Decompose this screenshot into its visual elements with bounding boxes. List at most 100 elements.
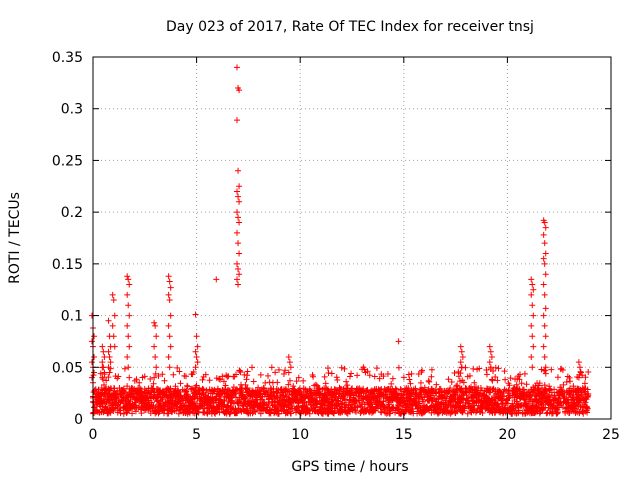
data-point bbox=[550, 401, 557, 408]
data-point bbox=[540, 231, 547, 238]
data-point bbox=[287, 364, 294, 371]
data-point bbox=[488, 353, 495, 360]
data-point bbox=[249, 394, 256, 401]
data-point bbox=[346, 373, 353, 380]
data-point bbox=[540, 281, 547, 288]
data-point bbox=[384, 371, 391, 378]
data-point bbox=[235, 281, 242, 288]
data-point bbox=[249, 364, 256, 371]
data-point bbox=[575, 374, 582, 381]
data-point bbox=[464, 410, 471, 417]
data-point bbox=[342, 397, 349, 404]
data-point bbox=[530, 402, 537, 409]
data-point bbox=[136, 379, 143, 386]
data-point bbox=[99, 359, 106, 366]
data-point bbox=[172, 383, 179, 390]
data-point bbox=[184, 382, 191, 389]
data-point bbox=[147, 375, 154, 382]
data-point bbox=[161, 377, 168, 384]
data-point bbox=[360, 385, 367, 392]
data-point bbox=[328, 370, 335, 377]
data-point bbox=[455, 373, 462, 380]
data-point bbox=[360, 389, 367, 396]
data-point bbox=[280, 370, 287, 377]
data-point bbox=[398, 386, 405, 393]
data-point bbox=[165, 353, 172, 360]
data-point bbox=[314, 399, 321, 406]
data-point bbox=[395, 364, 402, 371]
data-point bbox=[124, 322, 131, 329]
data-point bbox=[297, 388, 304, 395]
data-point bbox=[528, 291, 535, 298]
data-point bbox=[551, 393, 558, 400]
data-point bbox=[344, 382, 351, 389]
data-point bbox=[513, 381, 520, 388]
data-point bbox=[129, 405, 136, 412]
data-point bbox=[451, 370, 458, 377]
data-point bbox=[176, 368, 183, 375]
data-point bbox=[233, 371, 240, 378]
data-point bbox=[200, 391, 207, 398]
x-tick-label: 10 bbox=[291, 427, 309, 443]
data-point bbox=[105, 374, 112, 381]
data-point bbox=[492, 373, 499, 380]
data-point bbox=[237, 407, 244, 414]
data-point bbox=[192, 311, 199, 318]
data-point bbox=[457, 343, 464, 350]
data-point bbox=[577, 369, 584, 376]
data-point bbox=[105, 317, 112, 324]
data-point bbox=[167, 386, 174, 393]
data-point bbox=[222, 386, 229, 393]
data-point bbox=[288, 410, 295, 417]
data-point bbox=[165, 291, 172, 298]
data-point bbox=[234, 188, 241, 195]
data-point bbox=[153, 333, 160, 340]
data-point bbox=[101, 353, 108, 360]
data-point bbox=[92, 386, 99, 393]
data-point bbox=[459, 353, 466, 360]
data-point bbox=[151, 374, 158, 381]
data-point bbox=[322, 380, 329, 387]
data-point bbox=[371, 373, 378, 380]
data-point bbox=[106, 369, 113, 376]
data-point bbox=[324, 365, 331, 372]
data-point bbox=[200, 386, 207, 393]
data-point bbox=[506, 382, 513, 389]
data-point bbox=[421, 384, 428, 391]
data-point bbox=[236, 250, 243, 257]
data-point bbox=[177, 380, 184, 387]
data-point bbox=[290, 383, 297, 390]
data-point bbox=[144, 394, 151, 401]
data-point bbox=[216, 375, 223, 382]
data-point bbox=[312, 381, 319, 388]
data-point bbox=[541, 382, 548, 389]
data-point bbox=[237, 369, 244, 376]
data-point bbox=[190, 368, 197, 375]
data-point bbox=[334, 377, 341, 384]
data-point bbox=[454, 382, 461, 389]
data-point bbox=[457, 359, 464, 366]
data-point bbox=[295, 403, 302, 410]
data-point bbox=[120, 410, 127, 417]
data-point bbox=[417, 379, 424, 386]
data-point bbox=[546, 397, 553, 404]
data-point bbox=[216, 409, 223, 416]
data-point bbox=[152, 353, 159, 360]
data-point bbox=[236, 271, 243, 278]
data-point bbox=[152, 322, 159, 329]
data-point bbox=[541, 240, 548, 247]
data-point bbox=[262, 379, 269, 386]
data-point bbox=[536, 380, 543, 387]
data-point bbox=[408, 370, 415, 377]
data-point bbox=[389, 375, 396, 382]
data-point bbox=[425, 377, 432, 384]
data-point bbox=[234, 229, 241, 236]
data-point bbox=[408, 393, 415, 400]
data-point bbox=[542, 271, 549, 278]
data-point bbox=[124, 291, 131, 298]
data-point bbox=[151, 343, 158, 350]
data-point bbox=[541, 219, 548, 226]
data-point bbox=[584, 405, 591, 412]
data-point bbox=[124, 407, 131, 414]
data-point bbox=[166, 297, 173, 304]
